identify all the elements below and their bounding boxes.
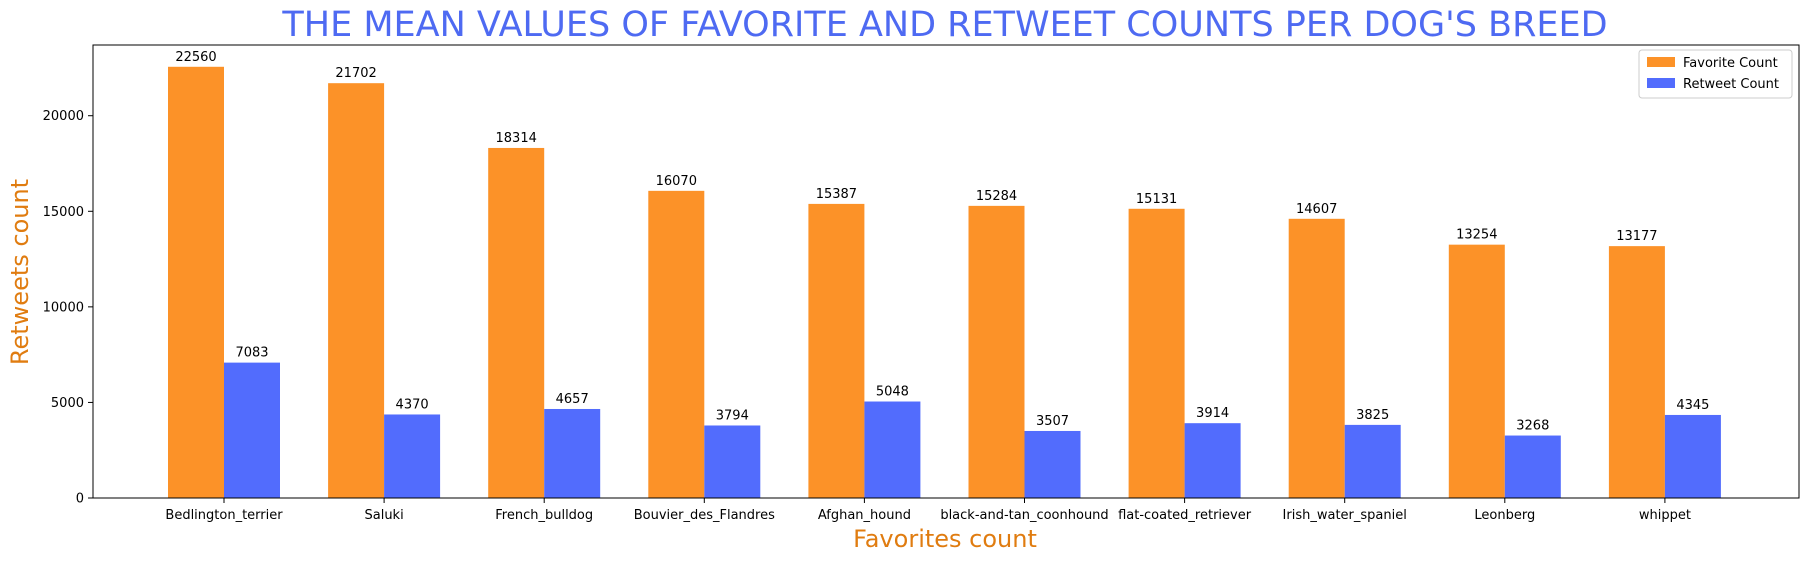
y-tick-label-3: 15000 [43, 205, 84, 220]
legend-label-1: Retweet Count [1683, 77, 1779, 92]
x-tick-label-3: Bouvier_des_Flandres [634, 508, 775, 523]
y-tick-label-2: 10000 [43, 300, 84, 315]
bar-favorite-1 [328, 83, 385, 498]
bar-retweet-5 [1024, 430, 1081, 498]
bar-favorite-4 [808, 203, 865, 499]
legend-swatch-0 [1647, 57, 1675, 67]
data-label-retweet-0: 7083 [235, 346, 268, 361]
data-label-favorite-0: 22560 [175, 50, 216, 65]
plot-frame [92, 44, 1800, 499]
x-tick-label-1: Saluki [364, 508, 403, 523]
bar-favorite-2 [488, 147, 545, 498]
bar-retweet-9 [1664, 414, 1721, 498]
y-axis-label: Retweets count [6, 179, 34, 365]
data-label-favorite-1: 21702 [335, 66, 376, 81]
data-label-retweet-1: 4370 [396, 397, 429, 412]
data-label-favorite-8: 13254 [1456, 228, 1497, 243]
legend-box [1638, 49, 1793, 99]
data-label-retweet-2: 4657 [556, 392, 589, 407]
data-label-retweet-9: 4345 [1676, 398, 1709, 413]
plot-area: 22560 21702 18314 16070 15387 15284 15131 14607… [43, 44, 1800, 523]
data-label-retweet-8: 3268 [1516, 419, 1549, 434]
data-label-favorite-5: 15284 [976, 189, 1017, 204]
bar-favorite-5 [968, 205, 1025, 498]
legend-label-0: Favorite Count [1683, 56, 1778, 71]
bar-retweet-6 [1184, 423, 1241, 498]
bar-retweet-1 [384, 414, 441, 498]
x-tick-label-8: Leonberg [1474, 508, 1535, 523]
y-tick-label-0: 0 [76, 492, 84, 507]
bar-retweet-8 [1504, 435, 1561, 498]
data-label-retweet-3: 3794 [716, 408, 749, 423]
bar-retweet-7 [1344, 424, 1401, 498]
data-label-retweet-5: 3507 [1036, 414, 1069, 429]
data-label-favorite-2: 18314 [496, 131, 537, 146]
bar-favorite-8 [1448, 244, 1505, 498]
data-label-retweet-7: 3825 [1356, 408, 1389, 423]
x-tick-label-4: Afghan_hound [818, 508, 911, 523]
x-tick-label-5: black-and-tan_coonhound [940, 508, 1108, 523]
x-tick-label-0: Bedlington_terrier [165, 508, 283, 523]
y-tick-label-4: 20000 [43, 109, 84, 124]
bar-favorite-9 [1608, 246, 1665, 498]
bar-retweet-0 [224, 362, 280, 498]
bar-favorite-3 [648, 190, 705, 498]
chart-title: THE MEAN VALUES OF FAVORITE AND RETWEET … [281, 5, 1607, 45]
x-tick-label-2: French_bulldog [495, 508, 593, 523]
bar-retweet-3 [704, 425, 761, 498]
legend-swatch-1 [1647, 78, 1675, 88]
bar-retweet-2 [544, 408, 601, 498]
data-label-favorite-9: 13177 [1616, 229, 1657, 244]
x-tick-label-7: Irish_water_spaniel [1283, 508, 1407, 523]
data-label-retweet-6: 3914 [1196, 406, 1229, 421]
x-tick-label-6: flat-coated_retriever [1118, 508, 1252, 523]
bar-favorite-7 [1288, 218, 1345, 498]
legend: Favorite Count Retweet Count [1638, 49, 1793, 99]
data-label-retweet-4: 5048 [876, 385, 909, 400]
bar-retweet-4 [864, 401, 921, 498]
bar-favorite-6 [1128, 208, 1185, 498]
data-label-favorite-6: 15131 [1136, 192, 1177, 207]
y-tick-label-1: 5000 [51, 396, 84, 411]
data-label-favorite-7: 14607 [1296, 202, 1337, 217]
x-axis-label: Favorites count [853, 525, 1037, 553]
data-label-favorite-4: 15387 [816, 187, 857, 202]
bar-favorite-0 [168, 66, 224, 499]
data-label-favorite-3: 16070 [656, 174, 697, 189]
x-tick-label-9: whippet [1639, 508, 1691, 523]
